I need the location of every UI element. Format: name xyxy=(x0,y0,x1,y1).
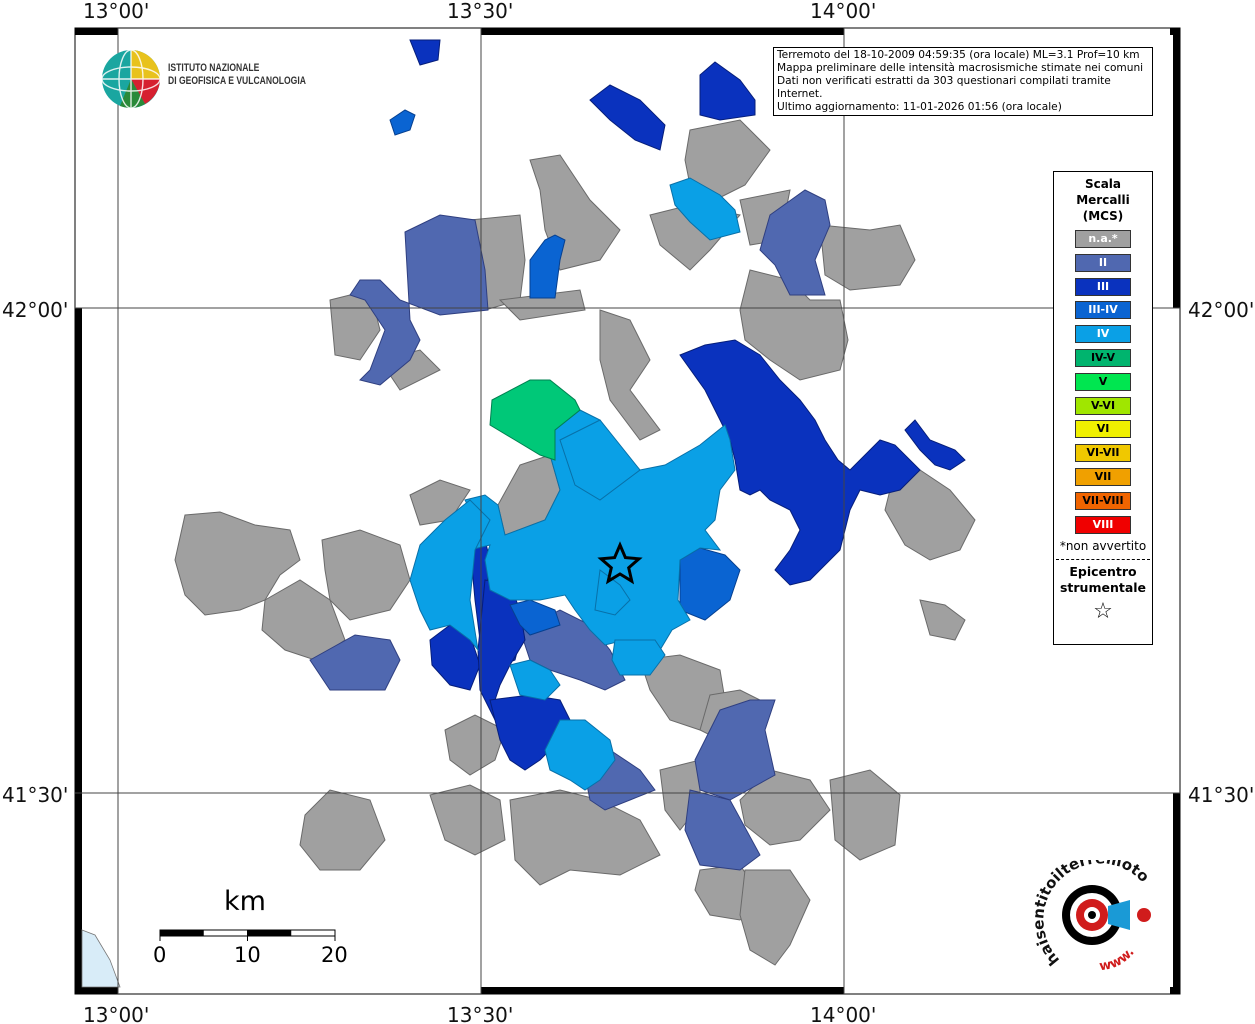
municipalities-iv xyxy=(409,177,741,791)
event-info-line4: Ultimo aggiornamento: 11-01-2026 01:56 (… xyxy=(777,101,1062,113)
lon-label-top-1: 13°00' xyxy=(83,0,149,23)
event-info-box: Terremoto del 18-10-2009 04:59:35 (ora l… xyxy=(773,47,1153,116)
legend-swatch: II xyxy=(1075,253,1131,272)
legend-epicenter-line1: Epicentro xyxy=(1069,564,1137,580)
epicenter-star-icon xyxy=(597,541,643,585)
legend-star-icon: ☆ xyxy=(1093,599,1113,625)
legend-swatch: VII xyxy=(1075,467,1131,486)
legend-title-line2: Mercalli xyxy=(1076,193,1130,207)
scalebar xyxy=(159,929,336,941)
intensity-legend: Scala Mercalli (MCS) n.a.* II III III-IV IV I… xyxy=(1053,171,1153,645)
scalebar-tick-20: 20 xyxy=(321,943,348,967)
legend-swatch: VI xyxy=(1075,420,1131,439)
municipalities-ii xyxy=(309,189,831,871)
legend-swatch: VII-VIII xyxy=(1075,491,1131,510)
haisentito-logo-www: www. xyxy=(1098,945,1137,974)
lat-label-right-1: 42°00' xyxy=(1188,298,1254,322)
legend-swatches: n.a.* II III III-IV IV IV-V V V-VI VI VI-VII VII VI… xyxy=(1054,230,1152,534)
legend-title-line3: (MCS) xyxy=(1082,209,1124,223)
scalebar-tick-10: 10 xyxy=(234,943,261,967)
legend-swatch: V xyxy=(1075,372,1131,391)
legend-swatch: IV-V xyxy=(1075,348,1131,367)
legend-epicenter-line2: strumentale xyxy=(1059,580,1147,596)
lon-label-bottom-1: 13°00' xyxy=(83,1003,149,1024)
ingv-name-line2: DI GEOFISICA E VULCANOLOGIA xyxy=(168,75,306,87)
sea-area xyxy=(81,929,121,988)
lon-label-top-2: 13°30' xyxy=(447,0,513,23)
event-info-line2: Mappa preliminare delle intensità macros… xyxy=(777,62,1144,74)
legend-title: Scala Mercalli (MCS) xyxy=(1054,176,1152,224)
legend-title-line1: Scala xyxy=(1084,177,1122,191)
legend-swatch: III xyxy=(1075,277,1131,296)
graticule xyxy=(75,28,1180,994)
legend-swatch: VI-VII xyxy=(1075,444,1131,463)
ingv-name-line1: ISTITUTO NAZIONALE xyxy=(168,62,260,74)
legend-epicenter-label: Epicentro strumentale xyxy=(1054,564,1152,596)
map-border xyxy=(75,28,1180,994)
municipality-iv-v xyxy=(489,379,581,461)
event-info-line1: Terremoto del 18-10-2009 04:59:35 (ora l… xyxy=(777,49,1140,61)
lat-label-right-2: 41°30' xyxy=(1188,783,1254,807)
scalebar-unit: km xyxy=(224,886,266,917)
ingv-name: ISTITUTO NAZIONALE DI GEOFISICA E VULCAN… xyxy=(168,62,306,88)
legend-divider xyxy=(1056,559,1150,561)
event-info-line3: Dati non verificati estratti da 303 ques… xyxy=(777,75,1111,100)
legend-swatch: IV xyxy=(1075,325,1131,344)
lon-label-top-3: 14°00' xyxy=(810,0,876,23)
legend-swatch: III-IV xyxy=(1075,301,1131,320)
haisentito-logo: haisentitoilterremoto.it www. xyxy=(1030,860,1153,974)
lat-label-left-1: 42°00' xyxy=(2,298,68,322)
legend-swatch: V-VI xyxy=(1075,396,1131,415)
legend-swatch: VIII xyxy=(1075,515,1131,534)
legend-note: *non avvertito xyxy=(1059,539,1147,554)
lat-label-left-2: 41°30' xyxy=(2,783,68,807)
lon-label-bottom-2: 13°30' xyxy=(447,1003,513,1024)
ingv-globe-icon xyxy=(101,49,161,109)
scalebar-tick-0: 0 xyxy=(153,943,167,967)
lon-label-bottom-3: 14°00' xyxy=(810,1003,876,1024)
legend-swatch: n.a.* xyxy=(1075,230,1131,248)
